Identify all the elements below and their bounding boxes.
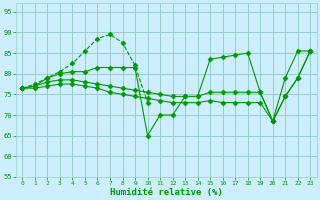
X-axis label: Humidité relative (%): Humidité relative (%): [110, 188, 223, 197]
